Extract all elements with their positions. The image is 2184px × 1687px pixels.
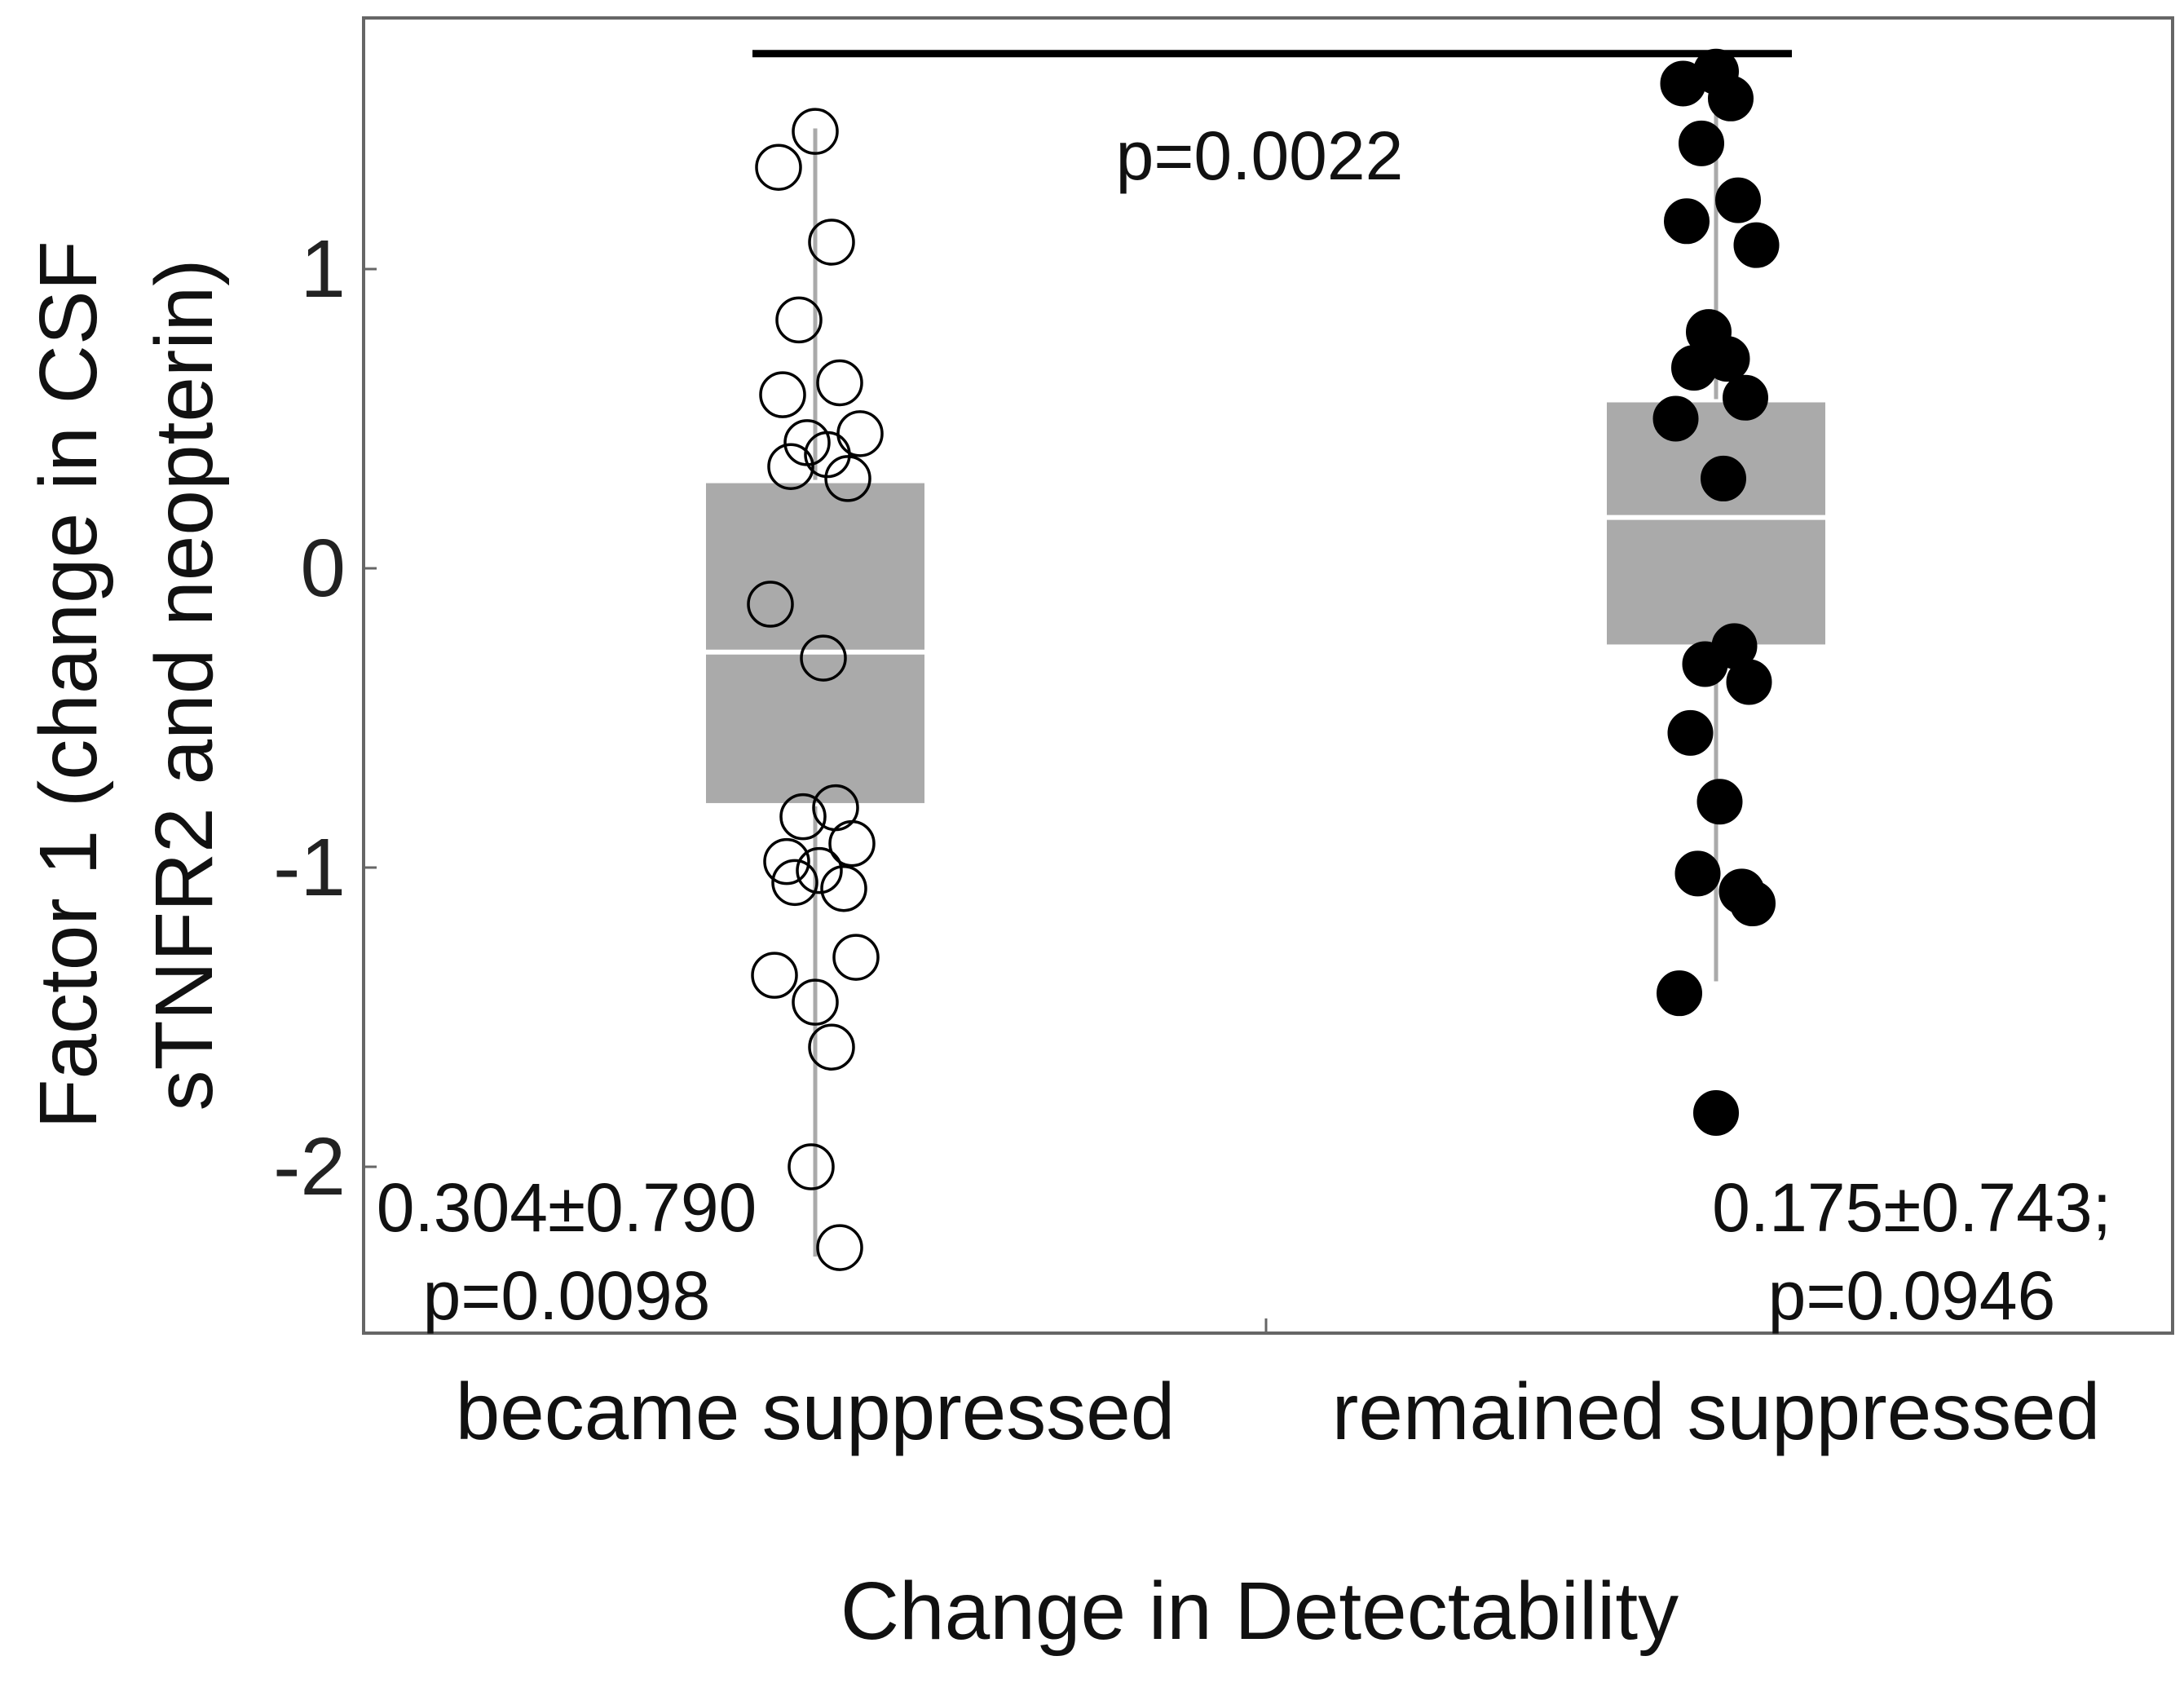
data-point <box>816 1224 863 1271</box>
data-point <box>1679 120 1724 166</box>
data-point <box>820 864 867 912</box>
data-point <box>1701 455 1746 501</box>
y-tick-label: 1 <box>300 223 346 315</box>
data-point <box>804 431 851 479</box>
data-point <box>1696 779 1743 825</box>
data-point <box>792 978 839 1026</box>
data-point <box>800 634 847 682</box>
data-point <box>1667 709 1714 756</box>
data-point <box>808 219 855 266</box>
group-annotation-line-1: 0.304±0.790 <box>377 1169 757 1246</box>
y-tick-label: -1 <box>273 822 346 913</box>
data-point <box>836 410 884 457</box>
data-point <box>779 793 827 841</box>
data-point <box>792 108 839 155</box>
data-point <box>1674 850 1721 897</box>
points-layer <box>747 48 1780 1271</box>
x-category-label: became suppressed <box>456 1367 1176 1456</box>
iqr-box <box>1604 399 1829 648</box>
data-point <box>1664 198 1710 245</box>
data-point <box>767 443 814 490</box>
data-point <box>751 952 798 999</box>
data-point <box>1657 970 1702 1017</box>
data-point <box>759 371 806 418</box>
group-annotation-line-2: p=0.0098 <box>423 1257 711 1334</box>
data-point <box>796 846 843 894</box>
boxes-layer <box>703 65 1829 1257</box>
y-tick-label: -2 <box>273 1121 346 1212</box>
data-point <box>1730 881 1776 927</box>
data-point <box>808 1023 855 1071</box>
comparison-p-value: p=0.0022 <box>1116 117 1404 194</box>
data-point <box>1708 75 1754 121</box>
annotations-layer: 0.304±0.790 p=0.0098 became suppressed 0.17… <box>377 50 2111 1456</box>
data-point <box>1682 641 1728 687</box>
data-point <box>1715 177 1761 223</box>
x-category-label: remained suppressed <box>1332 1367 2100 1456</box>
data-point <box>1733 222 1780 268</box>
y-axis: 1 0 -1 -2 <box>273 223 1268 1333</box>
y-axis-title-line-2: sTNFR2 and neopterin) <box>139 259 230 1111</box>
group-annotation-line-1: 0.175±0.743; <box>1712 1169 2111 1246</box>
x-axis-title: Change in Detectability <box>841 1566 1679 1657</box>
data-point <box>755 144 802 191</box>
data-point <box>832 934 880 981</box>
data-point <box>824 455 871 502</box>
data-point <box>1723 374 1768 421</box>
data-point <box>1693 1089 1739 1136</box>
data-point <box>1671 345 1717 391</box>
iqr-box <box>703 479 928 806</box>
data-point <box>1652 395 1699 442</box>
data-point <box>747 581 794 628</box>
group-annotation-line-2: p=0.0946 <box>1768 1257 2056 1334</box>
data-point <box>763 837 810 885</box>
data-point <box>775 296 823 344</box>
data-point <box>1660 60 1706 107</box>
data-point <box>1726 659 1772 705</box>
y-tick-label: 0 <box>300 523 346 614</box>
data-point <box>771 859 818 907</box>
data-point <box>788 1143 835 1190</box>
data-point <box>816 359 863 407</box>
y-axis-title-line-1: Factor 1 (change in CSF <box>23 241 114 1128</box>
plot-frame <box>362 16 2174 1335</box>
data-point <box>828 819 876 868</box>
